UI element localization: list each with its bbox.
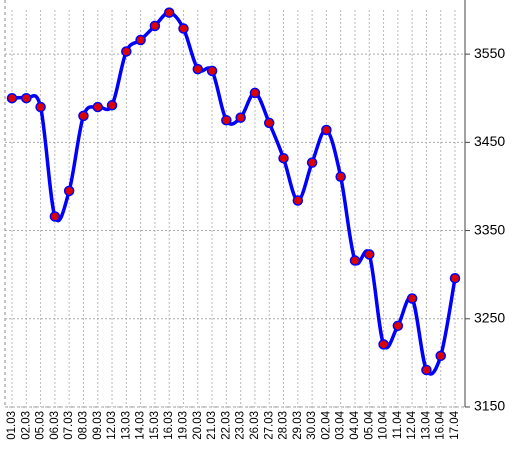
- marker: [49, 211, 61, 222]
- marker: [206, 65, 218, 77]
- marker: [263, 117, 275, 129]
- x-tick-label: 26.03: [249, 411, 261, 440]
- marker: [149, 20, 161, 32]
- x-tick-label: 04.04: [349, 410, 361, 439]
- marker: [35, 101, 46, 113]
- marker: [121, 46, 132, 57]
- marker: [178, 23, 189, 34]
- marker: [392, 320, 404, 332]
- marker: [321, 124, 332, 136]
- x-tick-label: 12.04: [406, 410, 418, 439]
- x-tick-label: 28.03: [278, 411, 290, 440]
- x-tick-label: 05.04: [363, 410, 375, 439]
- x-tick-label: 05.03: [35, 411, 47, 440]
- marker: [292, 195, 304, 206]
- marker: [63, 185, 75, 197]
- marker: [235, 112, 246, 123]
- marker: [163, 7, 175, 18]
- marker: [135, 34, 146, 46]
- x-tick-label: 20.03: [192, 411, 204, 440]
- y-tick-label: 3150: [474, 398, 505, 414]
- y-tick-label: 3250: [474, 309, 505, 325]
- marker: [421, 364, 432, 376]
- x-tick-label: 17.04: [449, 410, 461, 439]
- x-tick-label: 27.03: [263, 411, 275, 440]
- marker: [306, 157, 318, 168]
- marker: [92, 101, 103, 113]
- marker: [192, 63, 204, 75]
- x-tick-label: 01.03: [6, 411, 18, 440]
- x-tick-label: 21.03: [206, 411, 218, 440]
- x-tick-label: 06.03: [49, 411, 61, 440]
- y-tick-label: 3450: [474, 133, 505, 149]
- line: [11, 10, 457, 376]
- x-tick-label: 12.03: [106, 411, 118, 440]
- x-tick-label: 07.03: [63, 411, 75, 440]
- x-tick-label: 09.03: [92, 411, 104, 440]
- marker: [335, 171, 346, 182]
- x-tick-label: 13.04: [420, 410, 432, 439]
- marker: [278, 152, 289, 164]
- marker: [378, 339, 389, 350]
- y-tick-label: 3350: [474, 221, 505, 237]
- marker: [78, 110, 89, 122]
- marker: [6, 92, 18, 104]
- marker: [349, 255, 361, 266]
- marker: [221, 115, 232, 126]
- x-tick-label: 16.04: [435, 410, 447, 439]
- x-tick-label: 02.04: [320, 410, 332, 439]
- x-tick-label: 14.03: [135, 411, 147, 440]
- x-tick-label: 30.03: [306, 411, 318, 440]
- marker: [435, 350, 446, 362]
- x-tick-label: 03.04: [335, 410, 347, 439]
- x-tick-label: 11.04: [392, 410, 404, 439]
- marker: [449, 272, 461, 284]
- marker: [106, 100, 118, 111]
- x-tick-label: 19.03: [178, 411, 190, 440]
- x-tick-label: 16.03: [163, 411, 175, 440]
- x-tick-label: 22.03: [220, 411, 232, 440]
- marker: [406, 293, 418, 304]
- x-tick-label: 02.03: [20, 411, 32, 440]
- x-tick-label: 08.03: [77, 411, 89, 440]
- x-tick-label: 15.03: [149, 411, 161, 440]
- x-tick-label: 23.03: [235, 411, 247, 440]
- x-tick-label: 29.03: [292, 411, 304, 440]
- x-tick-label: 13.03: [120, 411, 132, 440]
- marker: [249, 87, 261, 99]
- marker: [21, 92, 32, 104]
- marker: [364, 249, 375, 260]
- x-tick-label: 10.04: [378, 410, 390, 439]
- y-tick-label: 3550: [474, 45, 505, 61]
